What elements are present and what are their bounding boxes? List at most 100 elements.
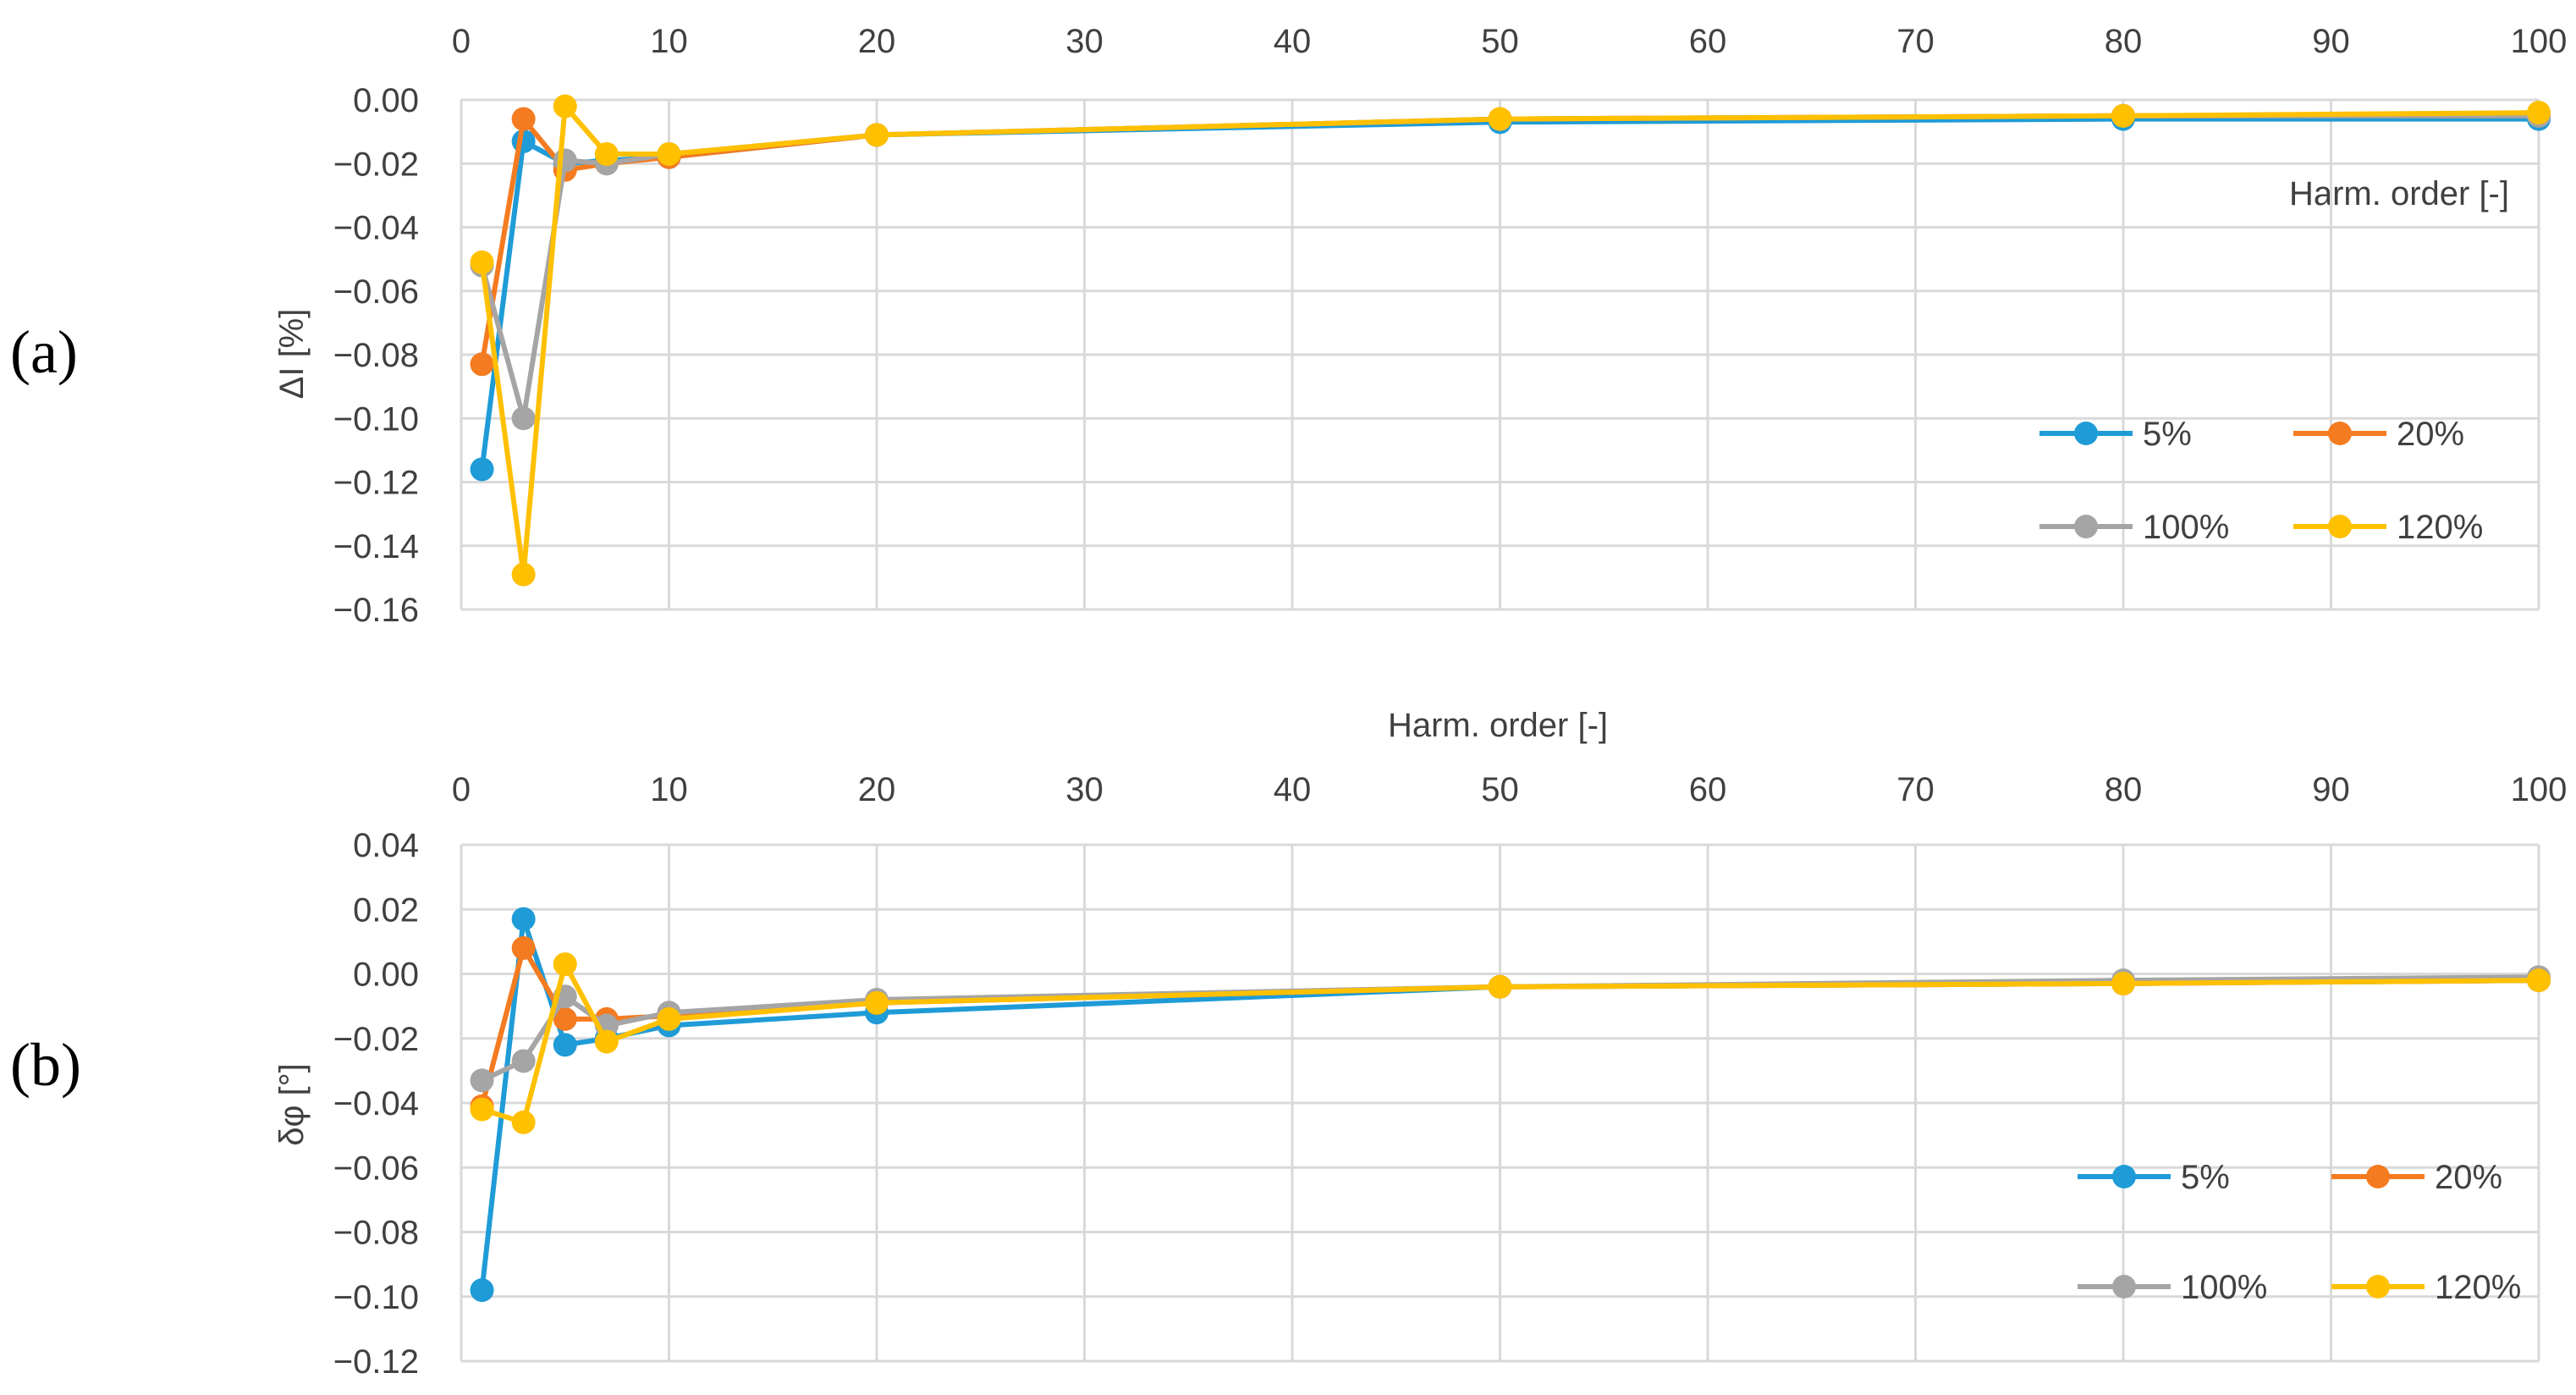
data-point-a-2-2 (553, 148, 577, 173)
x-tick-label-b-2: 20 (858, 771, 896, 808)
x-tick-label-a-6: 60 (1689, 23, 1727, 60)
data-point-a-3-5 (865, 123, 889, 147)
y-tick-label-b-3: −0.02 (333, 1021, 419, 1058)
x-tick-label-b-1: 10 (650, 771, 688, 808)
legend-swatch-marker-b-1 (2366, 1165, 2390, 1188)
x-tick-label-a-8: 80 (2105, 23, 2143, 60)
y-tick-label-a-6: −0.12 (333, 465, 419, 502)
legend-label-a-2: 100% (2143, 509, 2229, 546)
legend-swatch-marker-a-3 (2328, 515, 2352, 538)
x-tick-label-a-3: 30 (1065, 23, 1104, 60)
x-tick-label-a-9: 90 (2312, 23, 2350, 60)
legend-b: 5% 20% 100% 120% (2078, 1159, 2521, 1306)
data-point-b-2-0 (470, 1068, 494, 1093)
data-point-b-3-1 (511, 1110, 536, 1134)
x-tick-label-b-3: 30 (1065, 771, 1104, 808)
y-tick-label-b-4: −0.04 (333, 1085, 419, 1122)
x-tick-label-b-7: 70 (1896, 771, 1935, 808)
y-tick-label-b-8: −0.12 (333, 1343, 419, 1381)
series-line-a-0 (479, 116, 2539, 470)
y-tick-labels-b: 0.04 0.02 0.00 −0.02 −0.04 −0.06 −0.08 −0.10 −0.… (333, 827, 419, 1381)
legend-label-a-0: 5% (2143, 416, 2192, 453)
data-point-b-1-2 (553, 1006, 577, 1031)
x-tick-label-a-1: 10 (650, 23, 688, 60)
legend-label-b-1: 20% (2435, 1159, 2502, 1196)
legend-swatch-marker-a-2 (2074, 515, 2098, 538)
x-tick-label-a-2: 20 (858, 23, 896, 60)
data-point-a-1-0 (470, 352, 494, 377)
y-axis-title-b: δφ [°] (273, 1063, 311, 1146)
chart-panel-b: (b) Harm. order [-] δφ [°] 0 10 20 30 40 50 60… (10, 707, 2567, 1381)
data-point-b-3-4 (657, 1006, 681, 1031)
data-point-b-0-1 (511, 907, 536, 931)
series-a (470, 94, 2551, 587)
data-point-a-2-1 (511, 406, 536, 431)
x-tick-label-a-4: 40 (1274, 23, 1312, 60)
legend-swatch-marker-b-3 (2366, 1275, 2390, 1299)
y-tick-label-a-1: −0.02 (333, 146, 419, 183)
x-tick-label-a-0: 0 (452, 23, 471, 60)
x-tick-label-b-9: 90 (2312, 771, 2350, 808)
y-tick-label-b-2: 0.00 (353, 957, 419, 994)
data-point-b-3-7 (2111, 971, 2135, 995)
series-line-a-3 (479, 103, 2540, 577)
data-point-b-3-5 (865, 990, 889, 1015)
series-line-b-2 (481, 974, 2540, 1083)
legend-swatch-marker-a-0 (2074, 422, 2098, 445)
data-point-b-2-1 (511, 1049, 536, 1073)
panel-label-b: (b) (10, 1031, 81, 1099)
x-tick-label-b-0: 0 (452, 771, 471, 808)
y-tick-label-a-4: −0.08 (333, 337, 419, 374)
legend-label-b-2: 100% (2181, 1269, 2267, 1306)
x-axis-title-b: Harm. order [-] (1388, 707, 1608, 744)
gridlines-b (460, 843, 2540, 1363)
x-tick-label-b-8: 80 (2105, 771, 2143, 808)
y-tick-label-a-3: −0.06 (333, 273, 419, 311)
data-point-a-1-1 (511, 107, 536, 131)
y-tick-label-b-6: −0.08 (333, 1215, 419, 1252)
y-tick-label-a-0: 0.00 (353, 82, 419, 119)
data-point-a-3-6 (1488, 107, 1512, 131)
data-point-a-3-0 (470, 250, 494, 274)
legend-a: 5% 20% 100% 120% (2039, 416, 2483, 546)
legend-label-a-3: 120% (2397, 509, 2483, 546)
y-tick-labels-a: 0.00 −0.02 −0.04 −0.06 −0.08 −0.10 −0.12 −0.14 −… (333, 82, 419, 629)
data-point-b-3-2 (553, 952, 577, 977)
series-b (470, 907, 2551, 1303)
y-tick-label-b-5: −0.06 (333, 1150, 419, 1187)
y-tick-label-a-8: −0.16 (333, 592, 419, 629)
y-tick-label-b-0: 0.04 (353, 827, 419, 864)
legend-swatch-marker-b-0 (2112, 1165, 2136, 1188)
x-tick-label-b-4: 40 (1274, 771, 1312, 808)
data-point-a-0-0 (470, 457, 494, 482)
x-tick-label-a-7: 70 (1896, 23, 1935, 60)
y-tick-label-b-1: 0.02 (353, 891, 419, 929)
y-tick-label-a-2: −0.04 (333, 210, 419, 247)
x-tick-labels-a: 0 10 20 30 40 50 60 70 80 90 100 (452, 23, 2568, 60)
legend-swatch-marker-b-2 (2112, 1275, 2136, 1299)
series-line-b-1 (479, 946, 2540, 1107)
y-tick-label-a-5: −0.10 (333, 400, 419, 438)
data-point-a-3-8 (2527, 101, 2551, 125)
x-tick-labels-b: 0 10 20 30 40 50 60 70 80 90 100 (452, 771, 2568, 808)
chart-panel-a: (a) Harm. order [-] ΔI [%] 0 10 20 30 40 50 60… (10, 23, 2567, 629)
data-point-b-0-2 (553, 1033, 577, 1057)
data-point-b-3-8 (2527, 968, 2551, 993)
x-tick-label-b-10: 100 (2511, 771, 2568, 808)
legend-label-a-1: 20% (2397, 416, 2464, 453)
panel-label-a: (a) (10, 318, 78, 386)
legend-swatch-marker-a-1 (2328, 422, 2352, 445)
data-point-a-3-2 (553, 94, 577, 119)
gridlines-a (460, 98, 2540, 611)
data-point-b-3-6 (1488, 974, 1512, 999)
y-axis-title-a: ΔI [%] (273, 309, 311, 400)
series-line-a-2 (479, 113, 2539, 422)
x-tick-label-a-5: 50 (1481, 23, 1519, 60)
legend-label-b-0: 5% (2181, 1159, 2230, 1196)
x-axis-title-a: Harm. order [-] (2289, 175, 2509, 212)
data-point-a-3-1 (511, 562, 536, 587)
data-point-a-3-7 (2111, 103, 2135, 128)
x-tick-label-b-6: 60 (1689, 771, 1727, 808)
data-point-a-3-3 (594, 141, 619, 166)
